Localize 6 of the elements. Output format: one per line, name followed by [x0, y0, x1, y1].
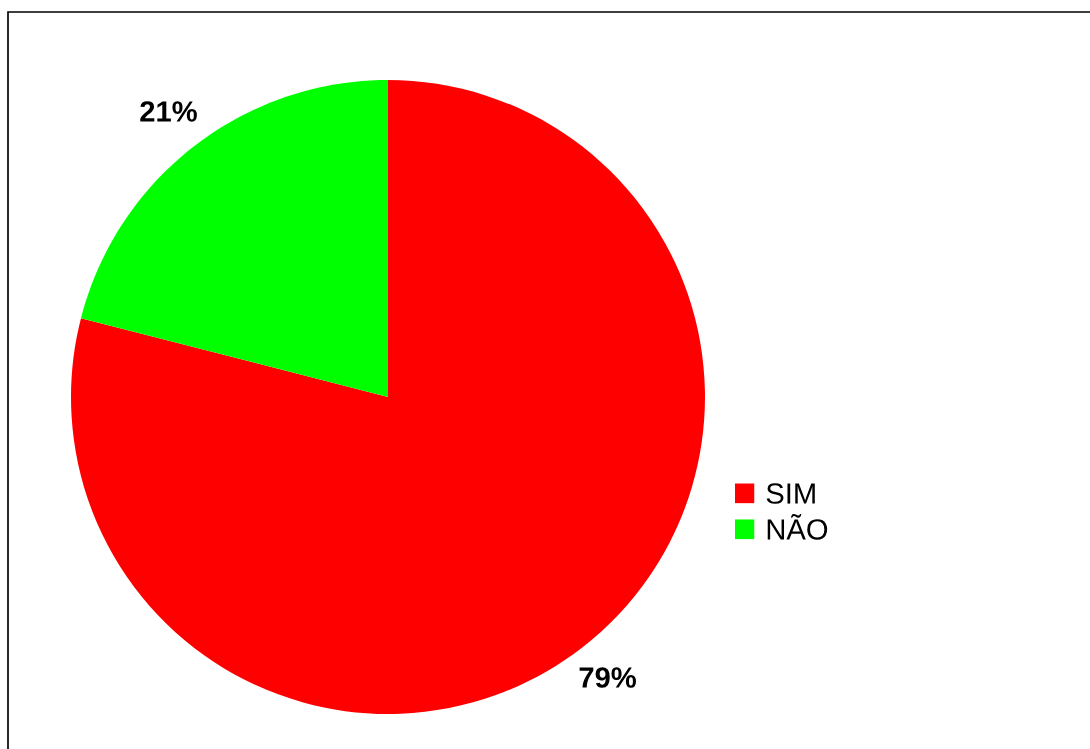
- data-label: 21%: [140, 101, 197, 122]
- legend-label: NÃO: [767, 513, 828, 540]
- pie-slice: [71, 80, 705, 714]
- data-label: 79%: [579, 667, 636, 688]
- legend-label: SIM: [766, 483, 815, 504]
- pie-slice: [80, 80, 388, 397]
